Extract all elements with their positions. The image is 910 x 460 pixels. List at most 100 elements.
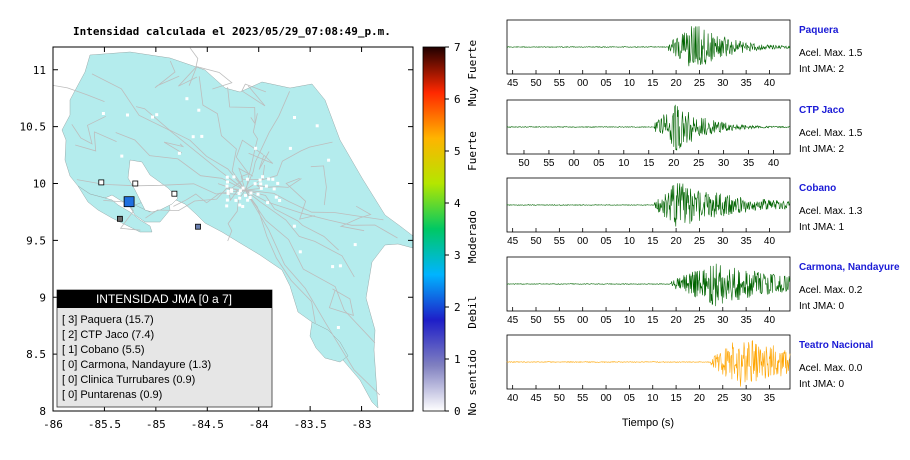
seismogram-x-tick-label: 15 bbox=[647, 236, 659, 247]
seismogram-x-tick-label: 00 bbox=[600, 393, 612, 404]
seismogram-trace bbox=[506, 339, 791, 387]
legend-title: INTENSIDAD JMA [0 a 7] bbox=[96, 292, 232, 306]
town-marker bbox=[120, 154, 124, 158]
map-y-tick-label: 8.5 bbox=[26, 348, 46, 361]
station-name: Cobano bbox=[799, 183, 836, 194]
road bbox=[244, 91, 290, 191]
road bbox=[227, 189, 246, 242]
legend-item: [ 1] Cobano (5.5) bbox=[62, 344, 145, 356]
seismogram-x-tick-label: 00 bbox=[577, 236, 589, 247]
road bbox=[103, 200, 141, 231]
road bbox=[145, 187, 246, 219]
station-max-accel: Acel. Max. 1.5 bbox=[799, 128, 863, 139]
town-marker bbox=[230, 189, 234, 193]
town-marker bbox=[177, 151, 181, 155]
town-marker bbox=[246, 198, 250, 202]
town-marker bbox=[272, 187, 276, 191]
town-marker bbox=[232, 175, 236, 179]
seismogram-x-tick-label: 25 bbox=[694, 78, 706, 89]
road bbox=[310, 165, 327, 206]
seismogram-x-tick-label: 35 bbox=[741, 78, 753, 89]
road bbox=[244, 189, 376, 344]
town-markers bbox=[93, 70, 391, 329]
town-marker bbox=[374, 70, 378, 74]
seismogram-panel: 40 45 50 55 00 05 10 15 20 25 30 35 Teatro Nacional A… bbox=[506, 334, 873, 404]
seismogram-x-tick-label: 35 bbox=[764, 393, 776, 404]
seismogram-x-tick-label: 35 bbox=[743, 158, 755, 169]
seismogram-x-tick-label: 10 bbox=[624, 236, 636, 247]
station-marker bbox=[195, 223, 201, 230]
town-marker bbox=[226, 180, 229, 184]
town-marker bbox=[151, 115, 154, 119]
town-marker bbox=[238, 203, 242, 207]
seismogram-x-tick-label: 30 bbox=[717, 236, 729, 247]
town-marker bbox=[197, 108, 201, 112]
town-marker bbox=[288, 146, 292, 150]
town-marker bbox=[292, 224, 296, 228]
map-y-tick-label: 10 bbox=[33, 178, 46, 191]
road bbox=[154, 60, 180, 89]
town-marker bbox=[327, 158, 331, 162]
map-y-tick-label: 8 bbox=[39, 405, 46, 418]
town-marker bbox=[248, 196, 252, 199]
seismogram-x-tick-label: 25 bbox=[694, 236, 706, 247]
map-title: Intensidad calculada el 2023/05/29_07:08… bbox=[73, 25, 391, 38]
seismogram-x-tick-label: 20 bbox=[671, 78, 683, 89]
seismogram-x-tick-label: 05 bbox=[600, 236, 612, 247]
road bbox=[244, 189, 384, 221]
station-max-accel: Acel. Max. 0.0 bbox=[799, 363, 863, 374]
town-marker bbox=[245, 177, 249, 181]
intensity-legend: INTENSIDAD JMA [0 a 7] [ 3] Paquera (15.… bbox=[56, 289, 273, 408]
colorbar-tick-label: 4 bbox=[454, 197, 461, 210]
road bbox=[75, 131, 117, 152]
road-network bbox=[53, 47, 398, 396]
road bbox=[244, 189, 381, 396]
town-marker bbox=[93, 274, 97, 278]
station-markers bbox=[98, 179, 201, 230]
town-marker bbox=[253, 182, 257, 186]
town-marker bbox=[253, 281, 257, 285]
seismogram-x-tick-label: 10 bbox=[618, 158, 630, 169]
town-marker bbox=[225, 184, 229, 188]
road bbox=[173, 189, 246, 207]
legend-item: [ 0] Puntarenas (0.9) bbox=[62, 389, 162, 401]
seismogram-x-tick-label: 20 bbox=[671, 315, 683, 326]
seismogram-x-tick-label: 00 bbox=[577, 315, 589, 326]
town-marker bbox=[264, 184, 268, 188]
colorbar-category-label: No sentido bbox=[466, 349, 479, 415]
station-jma-intensity: Int JMA: 0 bbox=[799, 301, 844, 312]
seismogram-x-tick-label: 05 bbox=[600, 78, 612, 89]
seismogram-x-tick-label: 15 bbox=[647, 315, 659, 326]
town-marker bbox=[298, 250, 302, 254]
seismogram-x-tick-label: 30 bbox=[717, 315, 729, 326]
seismogram-x-tick-label: 15 bbox=[643, 158, 655, 169]
town-marker bbox=[276, 181, 280, 185]
station-name: Teatro Nacional bbox=[799, 340, 873, 351]
seismogram-x-tick-label: 05 bbox=[600, 315, 612, 326]
town-marker bbox=[155, 113, 159, 117]
seismogram-x-tick-label: 05 bbox=[624, 393, 636, 404]
station-name: Carmona, Nandayure bbox=[799, 262, 900, 273]
station-jma-intensity: Int JMA: 1 bbox=[799, 222, 844, 233]
town-marker bbox=[338, 264, 342, 268]
town-marker bbox=[185, 97, 189, 101]
town-marker bbox=[256, 192, 260, 196]
seismogram-x-tick-label: 50 bbox=[530, 236, 542, 247]
town-marker bbox=[225, 204, 229, 208]
station-jma-intensity: Int JMA: 2 bbox=[799, 144, 844, 155]
map-x-axis: -86 -85.5 -85 -84.5 -84 -83.5 -83 bbox=[43, 47, 372, 431]
seismogram-x-tick-label: 10 bbox=[624, 78, 636, 89]
town-marker bbox=[254, 146, 258, 150]
town-marker bbox=[259, 186, 263, 190]
town-marker bbox=[298, 73, 302, 77]
colorbar-category-label: Fuerte bbox=[466, 131, 479, 171]
map-y-axis: 8 8.5 9 9.5 10 10.5 11 bbox=[20, 64, 413, 418]
town-marker bbox=[315, 124, 319, 128]
map-y-tick-label: 9 bbox=[39, 291, 46, 304]
town-marker bbox=[241, 186, 245, 190]
town-marker bbox=[258, 178, 262, 182]
map-x-tick-label: -84.5 bbox=[191, 418, 224, 431]
colorbar-tick-label: 6 bbox=[454, 93, 461, 106]
town-marker bbox=[101, 112, 105, 115]
town-marker bbox=[267, 177, 271, 181]
